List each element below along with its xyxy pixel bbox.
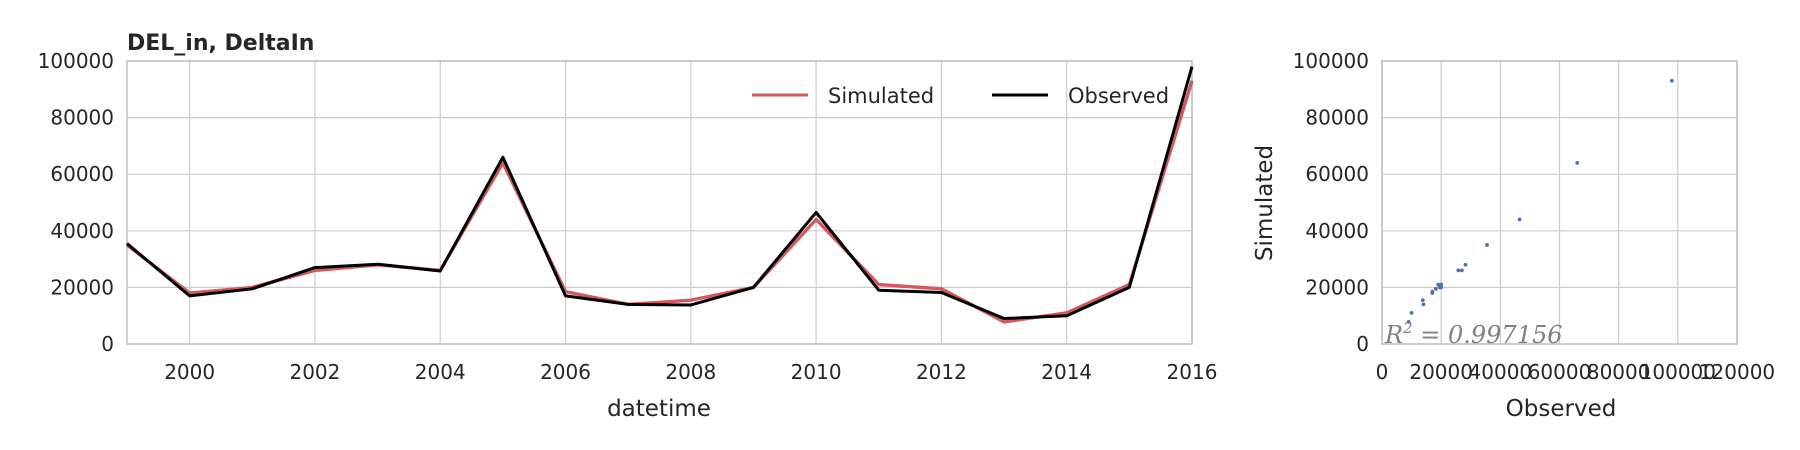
scatter-gridlines: [1381, 60, 1738, 345]
timeseries-x-tick-label: 2006: [540, 360, 591, 384]
timeseries-y-tick-label: 0: [101, 332, 114, 356]
scatter-point: [1463, 262, 1468, 267]
timeseries-panel: DEL_in, DeltaIn 0 20000 40000 60000 80000 100…: [38, 31, 1218, 422]
timeseries-y-tick-label: 20000: [50, 275, 114, 299]
series-line-observed: [126, 66, 1194, 321]
scatter-point: [1456, 268, 1461, 273]
scatter-point: [1430, 289, 1435, 294]
timeseries-x-tick-label: 2004: [415, 360, 466, 384]
scatter-x-axis-label: Observed: [1506, 396, 1617, 422]
timeseries-x-tick-label: 2010: [791, 360, 842, 384]
timeseries-x-tick-label: 2000: [164, 360, 215, 384]
scatter-x-tick-label: 60000: [1528, 360, 1592, 384]
scatter-x-tick-label: 80000: [1587, 360, 1651, 384]
timeseries-x-tick-labels: 2000 2002 2004 2006 2008 2010 2012 2014 2016: [164, 360, 1217, 384]
scatter-point: [1439, 282, 1444, 287]
scatter-point: [1575, 160, 1580, 165]
legend-label-observed: Observed: [1068, 84, 1169, 108]
scatter-y-tick-label: 80000: [1305, 106, 1369, 130]
scatter-x-tick-label: 0: [1376, 360, 1389, 384]
timeseries-y-tick-label: 60000: [50, 162, 114, 186]
scatter-point: [1433, 286, 1438, 291]
scatter-y-tick-label: 100000: [1293, 49, 1369, 73]
scatter-x-tick-label: 120000: [1699, 360, 1775, 384]
scatter-point: [1406, 320, 1411, 324]
timeseries-y-tick-labels: 0 20000 40000 60000 80000 100000: [38, 49, 114, 356]
scatter-y-tick-label: 20000: [1305, 275, 1369, 299]
timeseries-x-tick-label: 2012: [916, 360, 967, 384]
timeseries-x-tick-label: 2014: [1041, 360, 1092, 384]
scatter-y-tick-label: 60000: [1305, 162, 1369, 186]
scatter-point: [1459, 268, 1464, 273]
scatter-y-tick-labels: 0 20000 40000 60000 80000 100000: [1293, 49, 1369, 356]
legend-label-simulated: Simulated: [828, 84, 934, 108]
scatter-x-tick-label: 20000: [1409, 360, 1473, 384]
scatter-y-tick-label: 40000: [1305, 219, 1369, 243]
scatter-point: [1670, 78, 1674, 83]
timeseries-y-tick-label: 80000: [50, 106, 114, 130]
scatter-x-tick-label: 100000: [1640, 360, 1716, 384]
timeseries-x-tick-label: 2002: [289, 360, 340, 384]
scatter-points: [1406, 78, 1674, 324]
scatter-y-axis-label: Simulated: [1252, 145, 1278, 261]
timeseries-x-tick-label: 2016: [1167, 360, 1218, 384]
timeseries-x-axis-label: datetime: [607, 396, 711, 422]
scatter-x-tick-label: 40000: [1469, 360, 1533, 384]
series-line-simulated: [125, 80, 1194, 324]
scatter-point: [1517, 217, 1522, 222]
scatter-y-tick-label: 0: [1356, 332, 1369, 356]
timeseries-axes-frame: [126, 60, 1193, 345]
scatter-point: [1421, 302, 1426, 307]
scatter-point: [1436, 282, 1441, 287]
timeseries-y-tick-label: 100000: [38, 49, 114, 73]
timeseries-x-tick-label: 2008: [665, 360, 716, 384]
timeseries-legend: Simulated Observed: [752, 84, 1169, 108]
scatter-point: [1420, 298, 1425, 303]
r-squared-symbol: R: [1384, 321, 1403, 349]
r-squared-exponent: 2: [1402, 319, 1413, 337]
scatter-point: [1439, 285, 1444, 290]
scatter-point: [1485, 243, 1489, 247]
r-squared-value: = 0.997156: [1413, 321, 1563, 349]
timeseries-series: [125, 66, 1194, 324]
scatter-point: [1409, 310, 1414, 315]
timeseries-y-tick-label: 40000: [50, 219, 114, 243]
r-squared-annotation: R2 = 0.997156: [1384, 319, 1563, 349]
scatter-axes-frame: [1381, 60, 1738, 345]
timeseries-title: DEL_in, DeltaIn: [127, 31, 314, 56]
